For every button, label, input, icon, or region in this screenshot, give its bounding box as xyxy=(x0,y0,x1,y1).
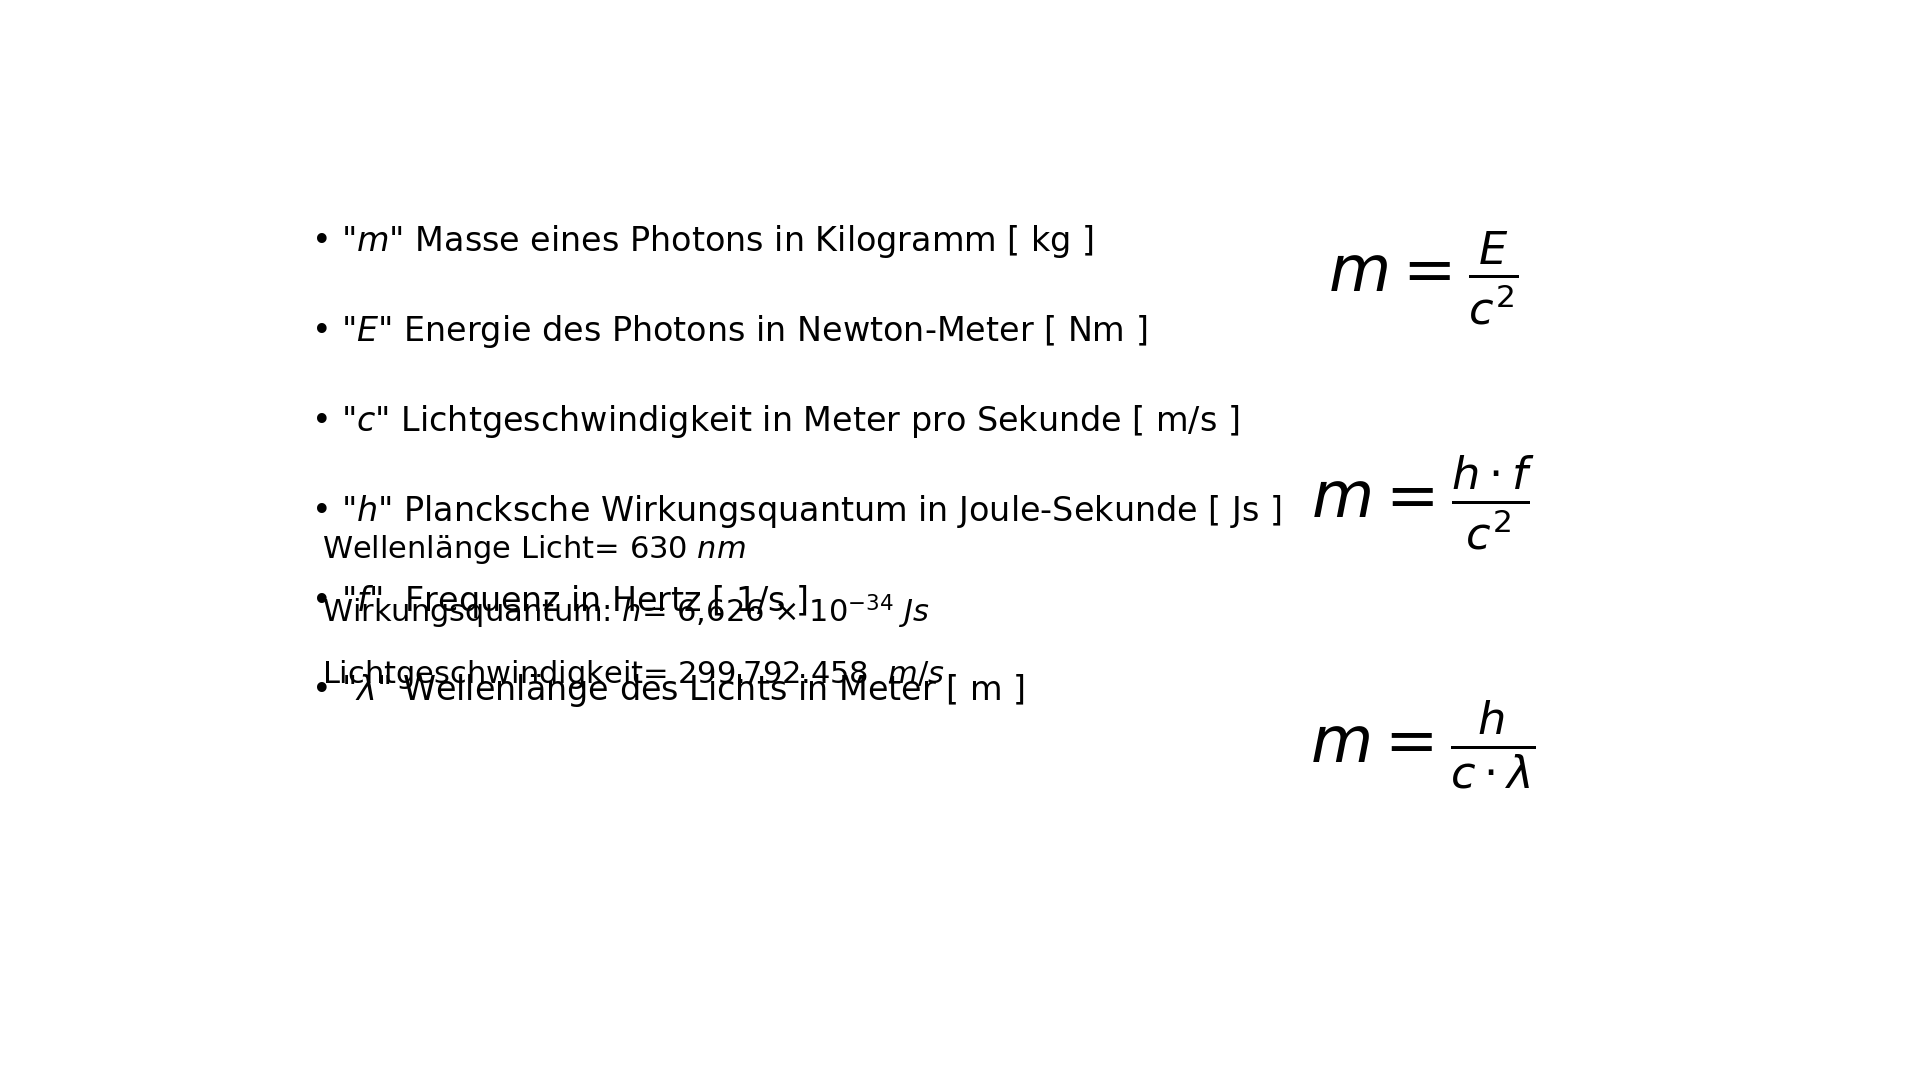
Text: •: • xyxy=(313,584,332,618)
Text: •: • xyxy=(313,495,332,528)
Text: "$\mathit{c}$" Lichtgeschwindigkeit in Meter pro Sekunde [ m/s ]: "$\mathit{c}$" Lichtgeschwindigkeit in M… xyxy=(342,403,1240,440)
Text: Wirkungsquantum: $\mathit{h}$= 6,626 × 10$^{-34}$ $\mathit{Js}$: Wirkungsquantum: $\mathit{h}$= 6,626 × 1… xyxy=(323,593,929,631)
Text: "$\mathit{E}$" Energie des Photons in Newton-Meter [ Nm ]: "$\mathit{E}$" Energie des Photons in Ne… xyxy=(342,313,1148,350)
Text: $m = \frac{h \cdot f}{c^2}$: $m = \frac{h \cdot f}{c^2}$ xyxy=(1311,455,1534,553)
Text: •: • xyxy=(313,315,332,348)
Text: "$\mathit{h}$" Plancksche Wirkungsquantum in Joule-Sekunde [ Js ]: "$\mathit{h}$" Plancksche Wirkungsquantu… xyxy=(342,492,1281,530)
Text: "$\mathit{λ}$" Wellenlänge des Lichts in Meter [ m ]: "$\mathit{λ}$" Wellenlänge des Lichts in… xyxy=(342,673,1025,710)
Text: •: • xyxy=(313,674,332,707)
Text: •: • xyxy=(313,226,332,258)
Text: $m = \frac{E}{c^2}$: $m = \frac{E}{c^2}$ xyxy=(1329,230,1519,328)
Text: "$\mathit{m}$" Masse eines Photons in Kilogramm [ kg ]: "$\mathit{m}$" Masse eines Photons in Ki… xyxy=(342,224,1094,260)
Text: Lichtgeschwindigkeit= 299.792.458  $\mathit{m/s}$: Lichtgeschwindigkeit= 299.792.458 $\math… xyxy=(323,658,945,691)
Text: $m = \frac{h}{c \cdot \lambda}$: $m = \frac{h}{c \cdot \lambda}$ xyxy=(1309,699,1536,792)
Text: "$\mathit{f}$"  Frequenz in Hertz [ 1/s ]: "$\mathit{f}$" Frequenz in Hertz [ 1/s ] xyxy=(342,582,808,620)
Text: •: • xyxy=(313,405,332,438)
Text: Wellenlänge Licht= 630 $\mathit{nm}$: Wellenlänge Licht= 630 $\mathit{nm}$ xyxy=(323,534,745,566)
